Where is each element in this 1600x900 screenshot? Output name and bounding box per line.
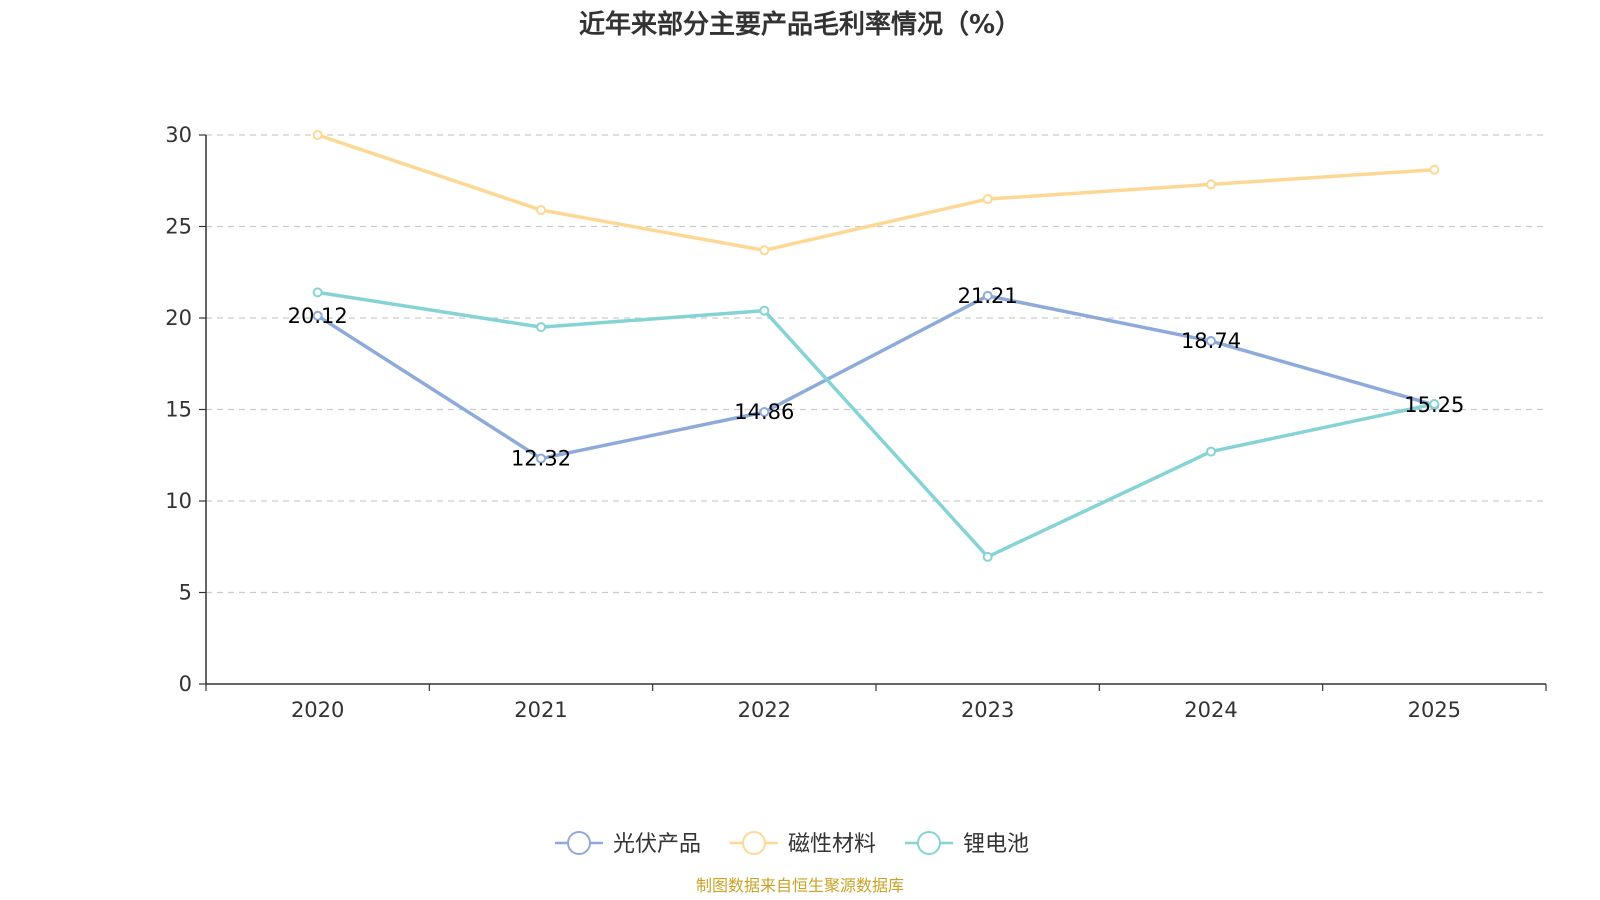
data-point[interactable] (759, 305, 770, 316)
source-note: 制图数据来自恒生聚源数据库 (696, 876, 904, 895)
legend-label: 磁性材料 (788, 832, 876, 857)
x-tick-label: 2024 (1184, 698, 1237, 722)
data-point[interactable] (1206, 446, 1216, 457)
data-point[interactable] (312, 130, 323, 140)
chart-title: 近年来部分主要产品毛利率情况（%） (579, 9, 1021, 40)
legend-marker-icon (742, 831, 766, 855)
data-point[interactable] (759, 407, 770, 418)
data-point[interactable] (982, 290, 993, 301)
data-point[interactable] (536, 322, 546, 333)
legend-marker-icon (917, 831, 941, 855)
series-lines (312, 130, 1440, 562)
y-tick-label: 15 (165, 398, 192, 422)
data-point[interactable] (536, 453, 546, 464)
data-label: 15.25 (1404, 393, 1464, 417)
y-tick-label: 20 (165, 306, 192, 330)
y-tick-label: 0 (179, 672, 192, 696)
legend-item-1[interactable]: 磁性材料 (730, 831, 876, 857)
data-label: 20.12 (288, 304, 348, 328)
legend-label: 光伏产品 (613, 832, 701, 857)
data-label: 21.21 (958, 284, 1018, 308)
y-tick-label: 10 (165, 489, 192, 513)
y-tick-label: 25 (165, 215, 192, 239)
data-labels: 20.12 12.32 14.86 21.21 18.74 15.25 (288, 284, 1465, 471)
legend-item-0[interactable]: 光伏产品 (555, 831, 701, 857)
x-tick-label: 2023 (961, 698, 1014, 722)
legend-marker-icon (567, 831, 591, 855)
data-label: 14.86 (734, 400, 794, 424)
data-point[interactable] (312, 287, 323, 298)
data-point[interactable] (1429, 164, 1440, 175)
series-line (317, 133, 1435, 253)
data-point[interactable] (312, 310, 323, 321)
series-line (317, 290, 1435, 559)
data-point[interactable] (1206, 336, 1216, 347)
data-point[interactable] (759, 245, 770, 256)
data-label: 18.74 (1181, 329, 1241, 353)
legend[interactable]: 光伏产品 磁性材料 锂电池 (555, 831, 1029, 857)
y-tick-label: 5 (179, 581, 192, 605)
data-point[interactable] (1429, 399, 1440, 410)
data-point[interactable] (1206, 179, 1216, 190)
series-2 (312, 287, 1440, 562)
legend-label: 锂电池 (963, 832, 1029, 857)
x-tick-label: 2025 (1408, 698, 1461, 722)
x-tick-label: 2022 (738, 698, 791, 722)
grid-lines (206, 134, 1546, 594)
x-tick-label: 2021 (514, 698, 567, 722)
legend-item-2[interactable]: 锂电池 (905, 831, 1029, 857)
data-point[interactable] (982, 194, 993, 205)
data-point[interactable] (982, 551, 993, 562)
x-tick-label: 2020 (291, 698, 344, 722)
series-line (316, 294, 1435, 461)
data-point[interactable] (536, 205, 546, 216)
data-label: 12.32 (511, 447, 571, 471)
series-1 (312, 130, 1440, 256)
y-tick-label: 30 (165, 123, 192, 147)
